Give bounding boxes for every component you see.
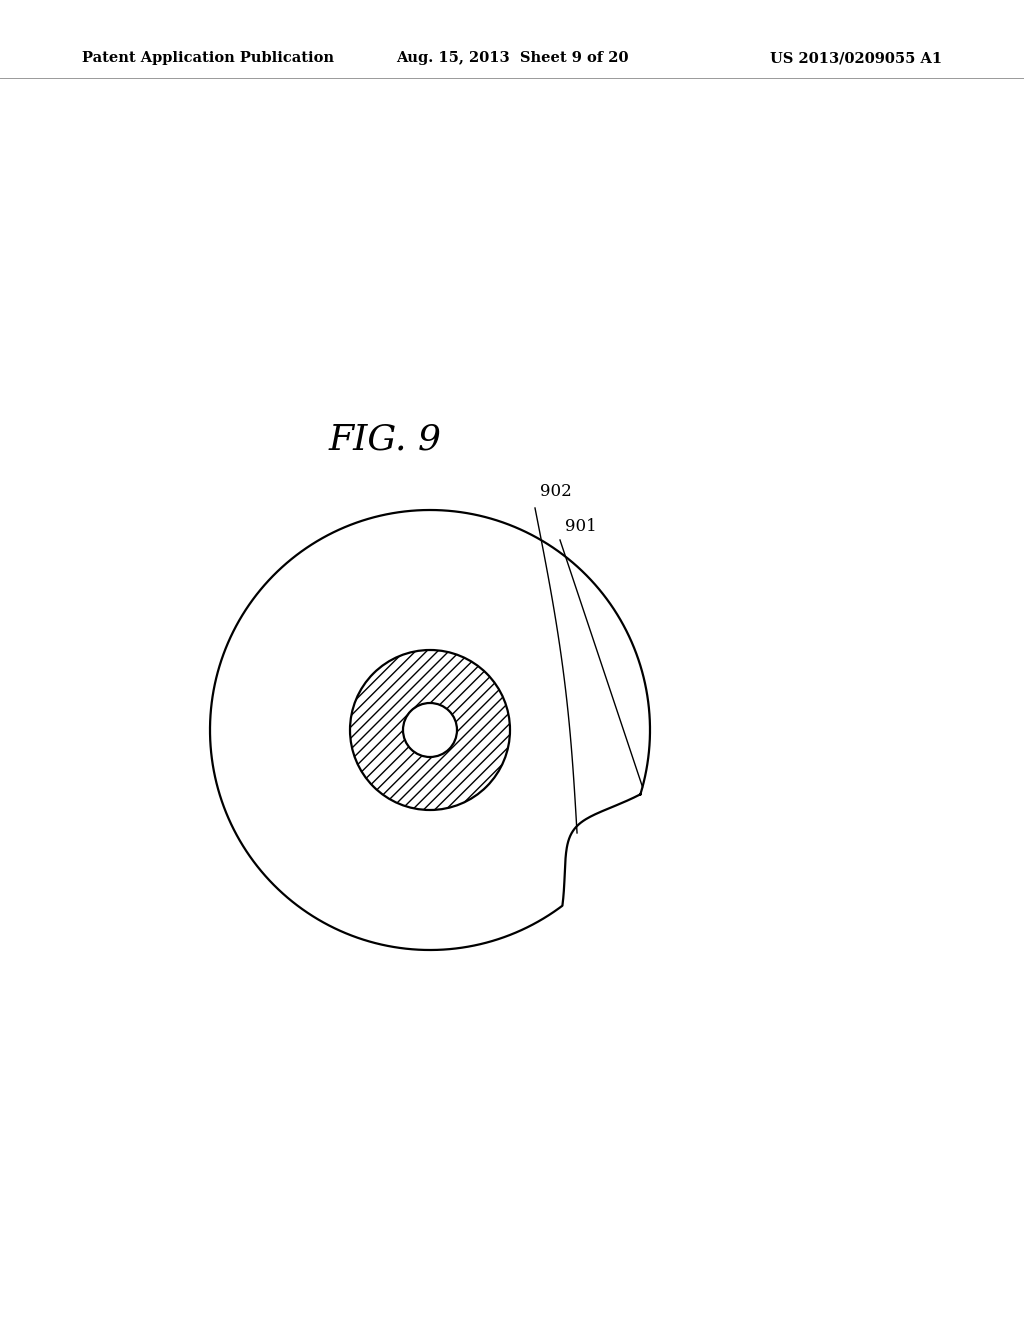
- Text: Patent Application Publication: Patent Application Publication: [82, 51, 334, 65]
- Polygon shape: [210, 510, 650, 950]
- Text: US 2013/0209055 A1: US 2013/0209055 A1: [770, 51, 942, 65]
- Text: FIG. 9: FIG. 9: [329, 422, 441, 457]
- Circle shape: [403, 704, 457, 756]
- Circle shape: [350, 649, 510, 810]
- Text: Aug. 15, 2013  Sheet 9 of 20: Aug. 15, 2013 Sheet 9 of 20: [395, 51, 629, 65]
- Text: 901: 901: [565, 517, 597, 535]
- Text: 902: 902: [540, 483, 571, 500]
